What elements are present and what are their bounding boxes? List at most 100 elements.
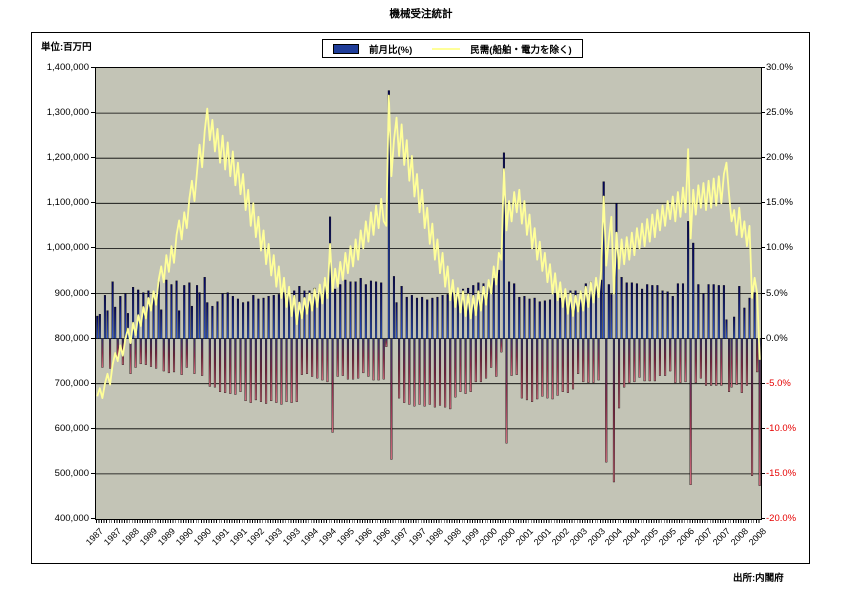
bar-mom-change [144, 338, 147, 365]
bar-mom-change [510, 338, 513, 376]
bar-mom-change [694, 338, 697, 383]
bar-mom-change [114, 306, 117, 339]
bar-mom-change [421, 296, 424, 339]
chart-outer-frame [31, 32, 810, 564]
bar-mom-change [277, 294, 280, 339]
bar-mom-change [433, 338, 436, 408]
bar-mom-change [290, 338, 293, 403]
chart-canvas [96, 90, 761, 486]
bar-mom-change [745, 338, 748, 386]
bar-mom-change [392, 276, 395, 339]
bar-mom-change [666, 291, 669, 339]
bar-mom-change [196, 285, 199, 339]
bar-mom-change [641, 288, 644, 339]
bar-mom-change [658, 338, 661, 376]
bar-mom-change [722, 285, 725, 339]
bar-mom-change [172, 338, 176, 373]
bar-mom-change [410, 295, 413, 339]
bar-mom-change [495, 338, 498, 377]
bar-mom-change [331, 338, 334, 433]
bar-mom-change [758, 338, 761, 486]
bar-mom-change [265, 338, 268, 404]
legend-line-label: 民需(船舶・電力を除く) [470, 44, 572, 56]
bar-mom-change [607, 284, 610, 339]
bar-mom-change [715, 338, 718, 386]
bar-mom-change [449, 338, 452, 410]
bar-mom-change [712, 284, 715, 339]
bar-mom-change [119, 296, 122, 339]
bar-mom-change [405, 296, 408, 339]
bar-mom-change [352, 338, 355, 380]
bar-mom-change [303, 290, 306, 339]
right-axis-tick [761, 247, 765, 249]
bar-mom-change [587, 338, 590, 383]
bar-mom-change [418, 338, 421, 405]
bar-mom-change [234, 338, 237, 395]
bar-mom-change [436, 296, 439, 339]
bar-mom-change [226, 292, 229, 339]
chart-plot [95, 67, 762, 520]
bar-mom-change [753, 292, 756, 339]
bar-mom-change [198, 292, 201, 339]
bar-mom-change [139, 338, 142, 365]
bar-mom-change [556, 338, 559, 396]
bar-mom-change [536, 338, 539, 400]
bar-mom-change [674, 338, 677, 383]
bar-mom-change [385, 338, 388, 347]
bar-mom-change [336, 338, 339, 377]
bar-mom-change [661, 290, 664, 339]
bar-mom-change [242, 302, 245, 339]
bar-mom-change [520, 338, 523, 399]
bar-mom-change [756, 338, 759, 373]
bar-mom-change [167, 338, 170, 374]
left-axis-label: 500,000 [54, 467, 89, 479]
bar-mom-change [561, 338, 564, 392]
bar-mom-change [96, 315, 99, 339]
bar-mom-change [523, 296, 526, 339]
bar-mom-change [546, 338, 549, 399]
bar-mom-change [249, 338, 252, 403]
bar-mom-change [216, 301, 219, 339]
right-axis-tick [761, 67, 765, 68]
bar-mom-change [259, 338, 262, 402]
bar-mom-change [300, 338, 303, 375]
bar-mom-change [508, 281, 511, 339]
right-axis-tick [761, 518, 765, 519]
bar-mom-change [316, 338, 319, 379]
right-axis-label: 25.0% [766, 107, 793, 119]
bar-mom-change [180, 338, 183, 375]
legend: 前月比(%) 民需(船舶・電力を除く) [322, 39, 583, 58]
bar-mom-change [518, 296, 521, 339]
bar-mom-change [533, 297, 536, 339]
bar-mom-change [725, 319, 728, 339]
right-axis-label: -10.0% [766, 422, 797, 434]
bar-mom-change [308, 290, 311, 339]
bar-mom-change [201, 338, 204, 376]
bar-mom-change [717, 285, 720, 339]
bar-mom-change [311, 338, 314, 377]
bar-mom-change [247, 301, 250, 339]
bar-mom-change [137, 289, 140, 339]
left-axis-label: 1,100,000 [46, 197, 89, 209]
right-axis-label: -20.0% [766, 513, 797, 524]
bar-mom-change [178, 310, 181, 339]
bar-mom-change [165, 279, 168, 339]
page-title: 機械受注統計 [389, 8, 453, 20]
bar-mom-change [346, 338, 349, 380]
bar-mom-change [551, 338, 554, 400]
bar-mom-change [528, 298, 531, 339]
bar-mom-change [441, 295, 444, 339]
left-axis-tick [91, 472, 95, 474]
bar-mom-change [559, 297, 562, 339]
bar-mom-change [548, 299, 552, 339]
bar-mom-change [377, 338, 380, 381]
bar-mom-change [211, 305, 214, 339]
right-axis-tick [761, 202, 765, 204]
bar-mom-change [175, 280, 178, 339]
bar-mom-change [620, 277, 623, 339]
bar-mom-change [451, 292, 454, 339]
bar-mom-change [728, 338, 731, 392]
bar-mom-change [239, 338, 242, 392]
bar-mom-change [147, 290, 150, 339]
right-axis-label: -5.0% [766, 377, 791, 389]
